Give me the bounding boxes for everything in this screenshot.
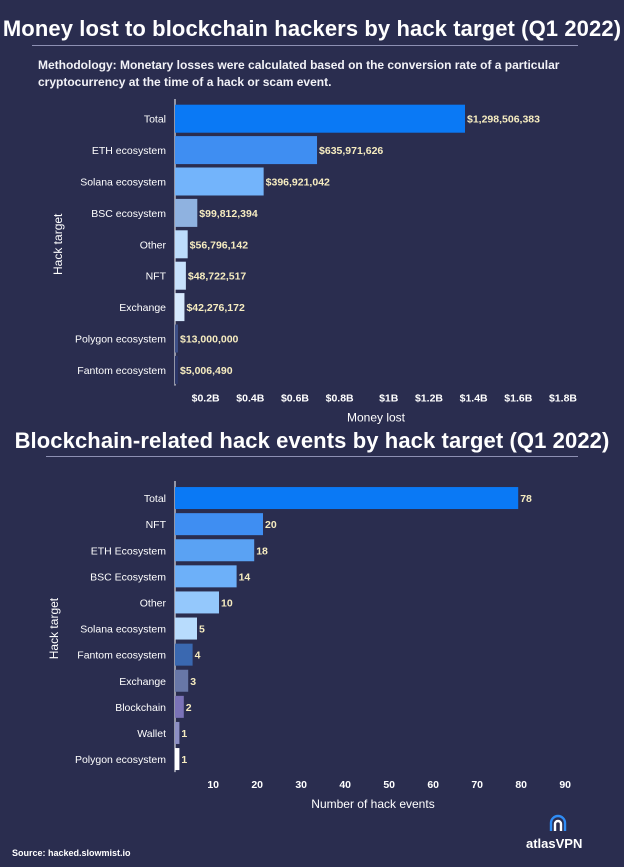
- chart1-tick-label: $1.6B: [504, 393, 532, 405]
- chart2-tick-label: 70: [471, 779, 483, 791]
- chart1-tick-label: $1.8B: [549, 393, 577, 405]
- chart1-x-axis-label: Money lost: [347, 411, 406, 425]
- chart2-value-label: 2: [186, 702, 192, 714]
- chart2-category-label: NFT: [146, 519, 167, 531]
- chart2-category-label: BSC Ecosystem: [90, 571, 166, 583]
- chart1-category-label: NFT: [146, 271, 167, 283]
- chart1-category-label: Fantom ecosystem: [77, 365, 166, 377]
- chart2-category-label: Other: [140, 597, 167, 609]
- chart2-value-label: 10: [221, 597, 233, 609]
- chart2-value-label: 1: [181, 754, 187, 766]
- chart1-bar: [175, 167, 264, 196]
- chart2-bar: [175, 513, 263, 536]
- chart1-title: Money lost to blockchain hackers by hack…: [2, 16, 622, 41]
- chart1-title-rule: [32, 45, 578, 46]
- chart1-value-label: $396,921,042: [266, 177, 330, 189]
- chart1-category-label: Other: [140, 239, 167, 251]
- chart2-tick-label: 10: [207, 779, 219, 791]
- chart2-tick-label: 90: [559, 779, 571, 791]
- chart1-category-label: Polygon ecosystem: [75, 334, 166, 346]
- chart2-value-label: 5: [199, 624, 205, 636]
- chart1-bar: [175, 230, 188, 259]
- chart1-value-label: $1,298,506,383: [467, 114, 540, 126]
- chart2-title-rule: [46, 456, 578, 457]
- chart2-hack-events: Total 78 NFT 20 ETH Ecosystem 18 BSC Ecosystem…: [47, 481, 571, 811]
- chart1-value-label: $48,722,517: [188, 271, 247, 283]
- chart2-x-axis-label: Number of hack events: [311, 797, 434, 811]
- atlasvpn-logo-icon: [549, 814, 567, 831]
- chart2-y-axis-label: Hack target: [47, 597, 61, 659]
- chart1-money-lost: Total $1,298,506,383 ETH ecosystem $635,971…: [51, 99, 577, 425]
- chart1-bar: [175, 136, 318, 165]
- chart2-value-label: 18: [256, 545, 268, 557]
- chart1-tick-label: $0.2B: [192, 393, 220, 405]
- chart1-category-label: Exchange: [119, 302, 166, 314]
- chart2-tick-label: 40: [339, 779, 351, 791]
- chart1-category-label: ETH ecosystem: [92, 145, 166, 157]
- brand-name: atlasVPN: [526, 836, 583, 851]
- methodology-note: Methodology: Monetary losses were calcul…: [38, 58, 560, 89]
- chart1-tick-label: $1B: [379, 393, 399, 405]
- chart1-tick-label: $0.6B: [281, 393, 309, 405]
- chart1-value-label: $13,000,000: [180, 334, 239, 346]
- chart2-bar: [175, 539, 255, 562]
- chart1-value-label: $635,971,626: [319, 145, 383, 157]
- chart1-tick-label: $1.4B: [460, 393, 488, 405]
- chart2-category-label: Solana ecosystem: [80, 624, 166, 636]
- chart2-value-label: 3: [190, 676, 196, 688]
- chart2-bar: [175, 748, 180, 771]
- chart2-tick-label: 60: [427, 779, 439, 791]
- chart2-category-label: Blockchain: [115, 702, 166, 714]
- source-note: Source: hacked.slowmist.io: [12, 848, 131, 858]
- chart1-bar: [175, 104, 465, 133]
- chart2-bar: [175, 591, 219, 614]
- chart1-tick-label: $0.8B: [326, 393, 354, 405]
- chart1-category-label: Total: [144, 114, 166, 126]
- chart1-bar: [175, 324, 178, 353]
- chart2-bar: [175, 487, 519, 510]
- chart1-bar: [175, 261, 186, 290]
- chart2-value-label: 14: [239, 571, 251, 583]
- chart2-tick-label: 50: [383, 779, 395, 791]
- chart2-value-label: 20: [265, 519, 277, 531]
- chart2-category-label: Total: [144, 493, 166, 505]
- chart2-bar: [175, 617, 197, 640]
- chart2-category-label: Fantom ecosystem: [77, 650, 166, 662]
- chart1-category-label: BSC ecosystem: [91, 208, 166, 220]
- chart1-bar: [175, 293, 185, 322]
- chart2-category-label: Polygon ecosystem: [75, 754, 166, 766]
- chart2-category-label: ETH Ecosystem: [91, 545, 167, 557]
- chart2-bar: [175, 721, 180, 744]
- chart1-value-label: $99,812,394: [199, 208, 258, 220]
- chart1-bar: [175, 198, 198, 227]
- chart2-bar: [175, 565, 237, 588]
- chart1-category-label: Solana ecosystem: [80, 177, 166, 189]
- chart2-bar: [175, 695, 184, 718]
- chart1-y-axis-label: Hack target: [51, 213, 65, 275]
- chart2-value-label: 78: [520, 493, 532, 505]
- chart2-tick-label: 20: [251, 779, 263, 791]
- chart2-category-label: Wallet: [137, 728, 166, 740]
- chart2-bar: [175, 643, 193, 666]
- chart2-value-label: 1: [181, 728, 187, 740]
- chart2-value-label: 4: [195, 650, 201, 662]
- chart2-tick-label: 30: [295, 779, 307, 791]
- chart2-tick-label: 80: [515, 779, 527, 791]
- chart1-tick-label: $1.2B: [415, 393, 443, 405]
- chart1-value-label: $42,276,172: [186, 302, 245, 314]
- chart1-value-label: $5,006,490: [180, 365, 233, 377]
- chart1-bar: [175, 355, 178, 384]
- chart2-bar: [175, 669, 189, 692]
- atlasvpn-logo: atlasVPN: [526, 814, 590, 854]
- chart1-value-label: $56,796,142: [190, 239, 249, 251]
- chart2-title: Blockchain-related hack events by hack t…: [14, 428, 610, 453]
- chart1-tick-label: $0.4B: [236, 393, 264, 405]
- chart2-category-label: Exchange: [119, 676, 166, 688]
